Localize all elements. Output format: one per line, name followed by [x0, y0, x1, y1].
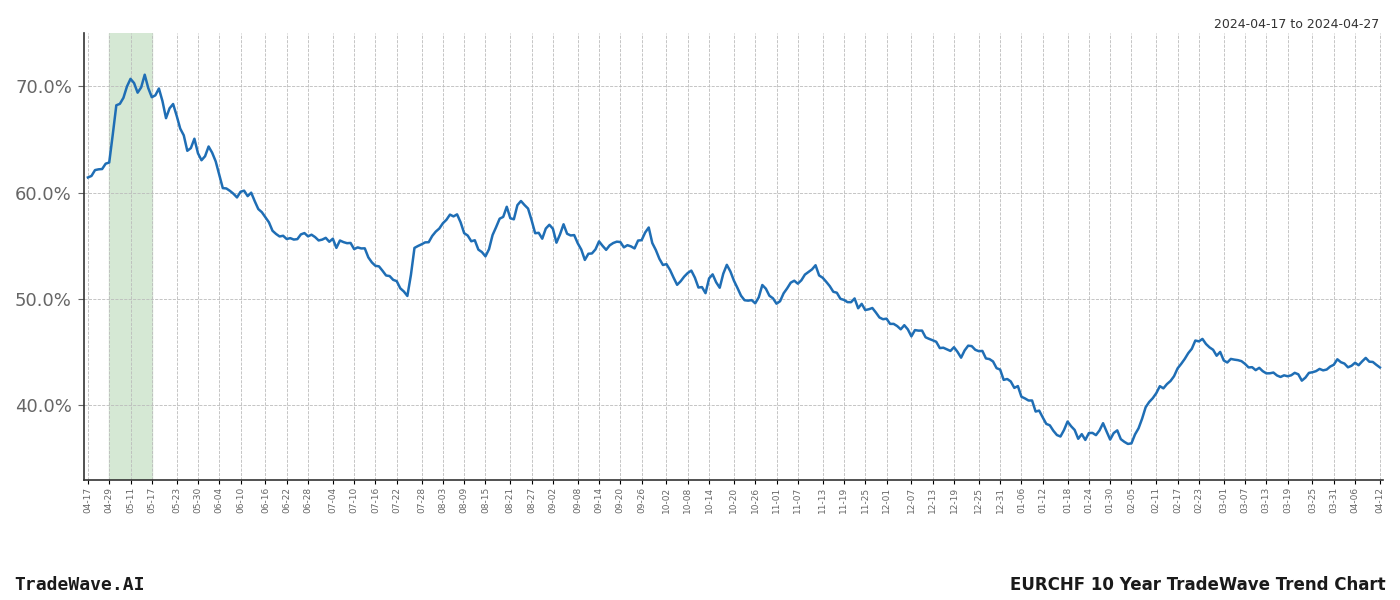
Text: TradeWave.AI: TradeWave.AI [14, 576, 144, 594]
Text: 2024-04-17 to 2024-04-27: 2024-04-17 to 2024-04-27 [1214, 18, 1379, 31]
Bar [109, 33, 151, 480]
Text: EURCHF 10 Year TradeWave Trend Chart: EURCHF 10 Year TradeWave Trend Chart [1011, 576, 1386, 594]
